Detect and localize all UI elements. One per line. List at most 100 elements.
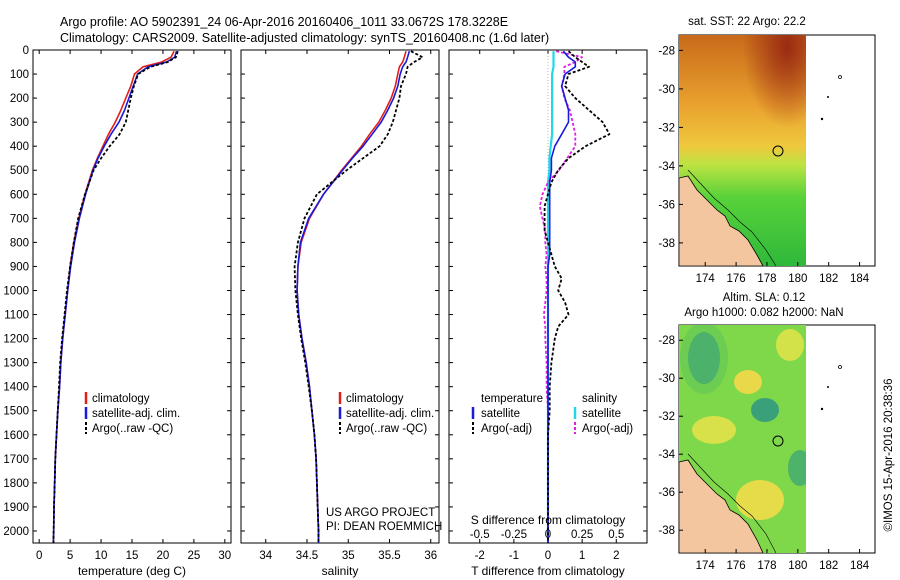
sla-blob-high	[736, 480, 784, 520]
header-line-2: Climatology: CARS2009. Satellite-adjuste…	[60, 31, 549, 45]
x-tick-label: 35.5	[378, 550, 400, 562]
map-x-tick-label: 180	[788, 273, 807, 285]
depth-tick-label: 400	[10, 141, 29, 153]
x-tick-label: 15	[126, 550, 139, 562]
island-marker	[838, 365, 842, 369]
sla-contour	[687, 453, 777, 553]
argo-position-marker	[772, 145, 784, 157]
x-tick-label: 2	[613, 550, 619, 562]
sst-map-title: sat. SST: 22 Argo: 22.2	[688, 16, 806, 28]
top-x-tick-label: -0.5	[470, 529, 490, 541]
legend-label-s-argo: Argo(-adj)	[582, 423, 633, 435]
x-tick-label: 36	[424, 550, 437, 562]
legend-label-climatology: climatology	[92, 393, 150, 405]
map-x-tick-label: 184	[850, 273, 870, 285]
sst-coastline	[679, 175, 764, 266]
depth-tick-label: 900	[10, 261, 29, 273]
map-y-tick-label: -36	[658, 487, 675, 499]
x-tick-label: 34.5	[296, 550, 318, 562]
depth-tick-label: 1100	[4, 310, 29, 322]
x-tick-label: 34	[259, 550, 272, 562]
depth-tick-label: 1500	[3, 406, 29, 418]
map-y-tick-label: -34	[658, 161, 675, 173]
depth-tick-label: 2000	[3, 526, 29, 538]
difference-legend: temperature satellite Argo(-adj) salinit…	[471, 393, 633, 435]
legend-label-satellite: satellite-adj. clim.	[346, 408, 434, 420]
island-marker	[838, 75, 842, 79]
top-x-tick-label: -0.25	[501, 529, 527, 541]
legend-label-argo: Argo(..raw -QC)	[346, 423, 427, 435]
difference-x-axis: -2 -1 0 1 2-0.5 -0.25 0 0.25 0.5	[470, 50, 624, 562]
salinity-panel	[240, 49, 440, 544]
salinity-legend: climatology satellite-adj. clim. Argo(..…	[338, 392, 434, 435]
map-x-tick-label: 176	[727, 560, 746, 572]
x-tick-label: 5	[67, 550, 73, 562]
top-x-tick-label: 0.5	[608, 529, 624, 541]
sal-series-line	[296, 50, 411, 543]
island-marker	[827, 96, 829, 98]
imos-timestamp: ©IMOS 15-Apr-2016 20:38:36	[883, 379, 895, 532]
map-y-tick-label: -34	[658, 449, 675, 461]
difference-xlabel: T difference from climatology	[471, 564, 625, 578]
map-x-tick-label: 176	[727, 273, 746, 285]
island-marker	[827, 386, 829, 388]
map-y-tick-label: -30	[658, 373, 675, 385]
sla-map-axes: 174 176 178 180 182 184 -28 -30 -32 -34 -36 -38	[658, 335, 869, 572]
pi-credit: PI: DEAN ROEMMICH	[326, 521, 442, 533]
legend-label-argo: Argo(..raw -QC)	[92, 423, 173, 435]
x-tick-label: 20	[157, 550, 170, 562]
sla-blob-low	[788, 450, 806, 486]
salinity-series	[293, 50, 424, 543]
map-y-tick-label: -38	[658, 238, 675, 250]
legend-heading-temperature: temperature	[481, 393, 543, 405]
x-tick-label: 1	[579, 550, 585, 562]
map-y-tick-label: -36	[658, 199, 675, 211]
legend-label-t-satellite: satellite	[481, 408, 520, 420]
depth-tick-label: 500	[10, 165, 29, 177]
map-y-tick-label: -30	[658, 84, 675, 96]
sla-blob-high	[776, 329, 804, 361]
map-y-tick-label: -38	[658, 525, 675, 537]
temperature-xlabel: temperature (deg C)	[78, 564, 186, 578]
x-tick-label: 10	[95, 550, 108, 562]
difference-series	[538, 50, 611, 543]
depth-tick-label: 1900	[3, 502, 29, 514]
map-x-tick-label: 180	[788, 560, 807, 572]
temperature-panel	[32, 49, 232, 544]
depth-axis: 0 100 200 300 400 500 600 700 800 900 1000 1100 1200…	[3, 45, 647, 538]
map-y-tick-label: -32	[658, 411, 675, 423]
legend-label-climatology: climatology	[346, 393, 404, 405]
sst-contour	[687, 169, 777, 266]
legend-label-s-satellite: satellite	[582, 408, 621, 420]
legend-heading-salinity: salinity	[582, 393, 617, 405]
temperature-x-axis: 0 5 10 15 20 25 30	[36, 50, 231, 562]
depth-tick-label: 1000	[3, 285, 29, 297]
x-tick-label: 0	[36, 550, 42, 562]
difference-top-axis-label: S difference from climatology	[471, 513, 626, 527]
map-y-tick-label: -32	[658, 122, 675, 134]
sla-coastline	[679, 459, 764, 553]
depth-tick-label: 1600	[3, 430, 29, 442]
legend-label-satellite: satellite-adj. clim.	[92, 408, 180, 420]
argo-position-marker	[772, 435, 784, 447]
depth-tick-label: 0	[23, 45, 29, 57]
top-x-tick-label: 0.25	[571, 529, 593, 541]
x-tick-label: 35	[342, 550, 355, 562]
x-tick-label: 25	[187, 550, 200, 562]
depth-tick-label: 700	[10, 213, 29, 225]
project-credit: US ARGO PROJECT	[326, 507, 435, 519]
sla-blob-high	[734, 370, 762, 394]
depth-tick-label: 1200	[3, 334, 29, 346]
temperature-series	[52, 50, 179, 544]
map-x-tick-label: 178	[757, 273, 776, 285]
salinity-x-axis: 34 34.5 35 35.5 36	[259, 50, 437, 562]
diff-t-satellite-line	[547, 50, 577, 543]
sla-map	[678, 324, 876, 554]
map-y-tick-label: -28	[658, 45, 675, 57]
salinity-xlabel: salinity	[322, 564, 359, 578]
sla-blob-mid	[680, 325, 728, 394]
x-tick-label: 0	[545, 550, 551, 562]
depth-tick-label: 200	[10, 93, 29, 105]
island-marker	[820, 117, 824, 121]
sst-map	[678, 34, 876, 267]
